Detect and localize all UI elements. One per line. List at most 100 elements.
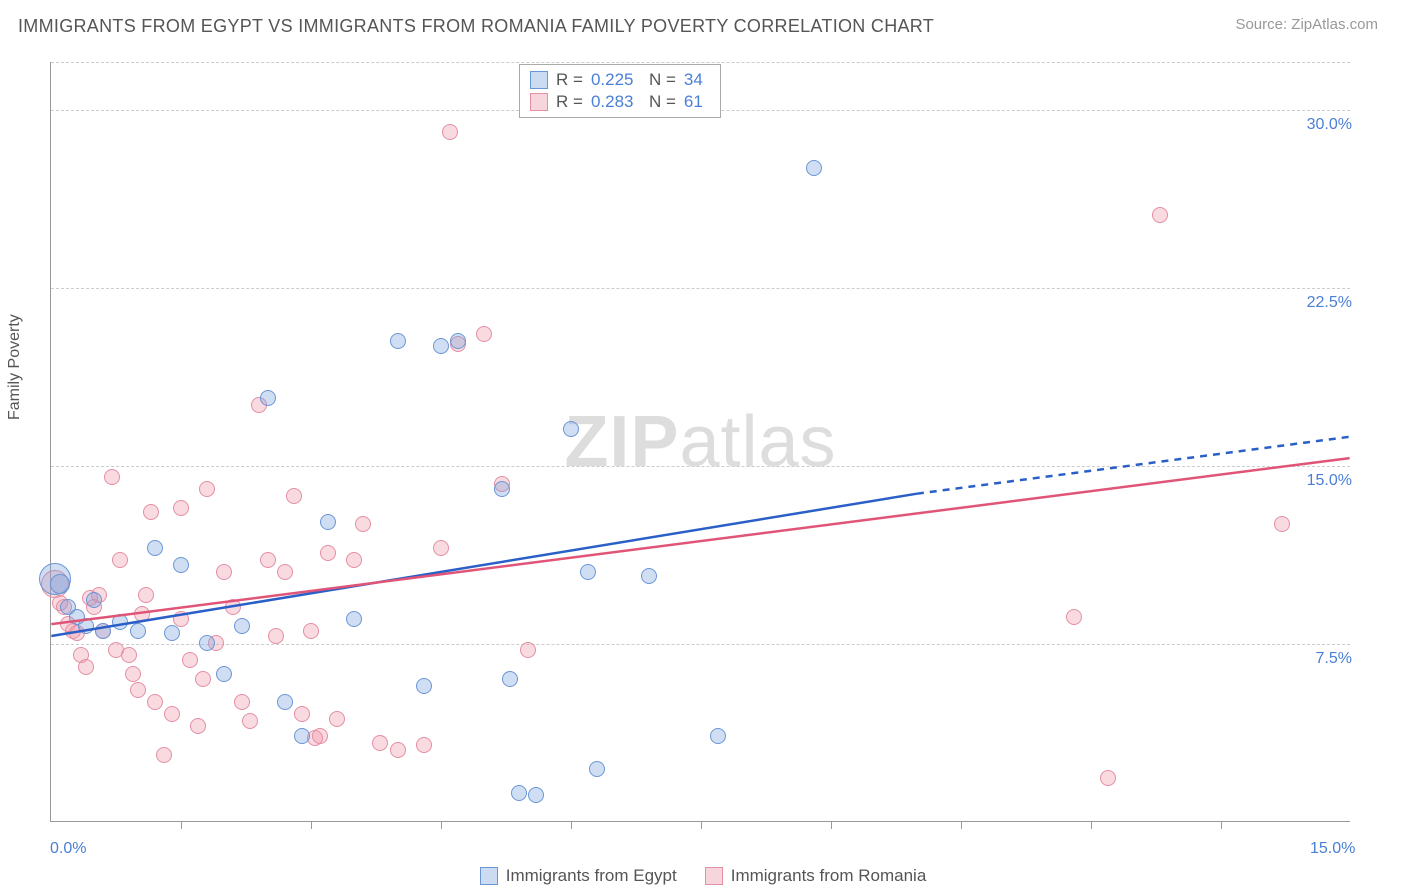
data-point-egypt: [346, 611, 362, 627]
data-point-romania: [268, 628, 284, 644]
data-point-egypt: [580, 564, 596, 580]
stat-swatch: [530, 93, 548, 111]
stat-r-value: 0.283: [591, 92, 641, 112]
data-point-egypt: [390, 333, 406, 349]
stat-r-label: R =: [556, 92, 583, 112]
data-point-romania: [125, 666, 141, 682]
data-point-egypt: [806, 160, 822, 176]
legend-item-egypt: Immigrants from Egypt: [480, 866, 677, 886]
data-point-egypt: [494, 481, 510, 497]
data-point-romania: [520, 642, 536, 658]
data-point-romania: [1066, 609, 1082, 625]
legend-label-egypt: Immigrants from Egypt: [506, 866, 677, 886]
stat-n-label: N =: [649, 70, 676, 90]
data-point-romania: [225, 599, 241, 615]
watermark-bold: ZIP: [564, 402, 679, 482]
data-point-egypt: [164, 625, 180, 641]
data-point-romania: [312, 728, 328, 744]
data-point-egypt: [112, 614, 128, 630]
data-point-romania: [260, 552, 276, 568]
data-point-egypt: [260, 390, 276, 406]
plot-area: ZIPatlas 7.5%15.0%22.5%30.0%R =0.225N =3…: [50, 62, 1350, 822]
x-tick: [701, 821, 702, 829]
data-point-romania: [1274, 516, 1290, 532]
y-tick-label: 7.5%: [1316, 650, 1352, 668]
chart-title: IMMIGRANTS FROM EGYPT VS IMMIGRANTS FROM…: [18, 16, 934, 37]
data-point-romania: [234, 694, 250, 710]
data-point-romania: [294, 706, 310, 722]
data-point-egypt: [50, 574, 70, 594]
data-point-romania: [346, 552, 362, 568]
data-point-romania: [173, 500, 189, 516]
stat-swatch: [530, 71, 548, 89]
stat-n-value: 34: [684, 70, 710, 90]
data-point-romania: [303, 623, 319, 639]
data-point-romania: [173, 611, 189, 627]
stat-r-value: 0.225: [591, 70, 641, 90]
watermark: ZIPatlas: [564, 401, 836, 483]
data-point-romania: [286, 488, 302, 504]
watermark-light: atlas: [679, 402, 836, 482]
y-tick-label: 30.0%: [1307, 116, 1352, 134]
data-point-romania: [433, 540, 449, 556]
data-point-romania: [147, 694, 163, 710]
stat-r-label: R =: [556, 70, 583, 90]
y-axis-label: Family Poverty: [6, 314, 24, 420]
data-point-egypt: [710, 728, 726, 744]
data-point-egypt: [277, 694, 293, 710]
data-point-egypt: [78, 618, 94, 634]
data-point-romania: [372, 735, 388, 751]
stat-n-value: 61: [684, 92, 710, 112]
y-tick-label: 22.5%: [1307, 294, 1352, 312]
chart-header: IMMIGRANTS FROM EGYPT VS IMMIGRANTS FROM…: [0, 0, 1406, 37]
data-point-egypt: [320, 514, 336, 530]
x-tick-label: 0.0%: [50, 840, 86, 858]
data-point-romania: [355, 516, 371, 532]
data-point-romania: [242, 713, 258, 729]
x-tick: [571, 821, 572, 829]
data-point-egypt: [433, 338, 449, 354]
correlation-row-egypt: R = 0.225 N = 34: [530, 69, 710, 91]
x-tick: [961, 821, 962, 829]
data-point-romania: [143, 504, 159, 520]
data-point-egypt: [563, 421, 579, 437]
data-point-egypt: [416, 678, 432, 694]
data-point-romania: [156, 747, 172, 763]
data-point-egypt: [216, 666, 232, 682]
data-point-egypt: [173, 557, 189, 573]
grid-line: [51, 466, 1350, 467]
data-point-romania: [1152, 207, 1168, 223]
data-point-egypt: [528, 787, 544, 803]
correlation-legend: R = 0.225 N = 34 R = 0.283 N = 61: [519, 64, 721, 118]
x-tick-label: 15.0%: [1310, 840, 1355, 858]
data-point-egypt: [130, 623, 146, 639]
data-point-romania: [476, 326, 492, 342]
chart-source: Source: ZipAtlas.com: [1235, 16, 1378, 33]
x-tick: [311, 821, 312, 829]
data-point-romania: [190, 718, 206, 734]
data-point-romania: [134, 606, 150, 622]
data-point-romania: [390, 742, 406, 758]
data-point-egypt: [86, 592, 102, 608]
series-legend: Immigrants from Egypt Immigrants from Ro…: [0, 866, 1406, 886]
data-point-romania: [216, 564, 232, 580]
x-tick: [1221, 821, 1222, 829]
legend-item-romania: Immigrants from Romania: [705, 866, 927, 886]
data-point-egypt: [511, 785, 527, 801]
stat-n-label: N =: [649, 92, 676, 112]
x-tick: [181, 821, 182, 829]
legend-swatch-egypt: [480, 867, 498, 885]
data-point-romania: [121, 647, 137, 663]
data-point-egypt: [199, 635, 215, 651]
data-point-egypt: [502, 671, 518, 687]
data-point-romania: [416, 737, 432, 753]
data-point-egypt: [147, 540, 163, 556]
data-point-romania: [320, 545, 336, 561]
data-point-romania: [277, 564, 293, 580]
data-point-egypt: [589, 761, 605, 777]
data-point-romania: [164, 706, 180, 722]
grid-line: [51, 62, 1350, 63]
data-point-romania: [442, 124, 458, 140]
x-tick: [831, 821, 832, 829]
data-point-romania: [195, 671, 211, 687]
